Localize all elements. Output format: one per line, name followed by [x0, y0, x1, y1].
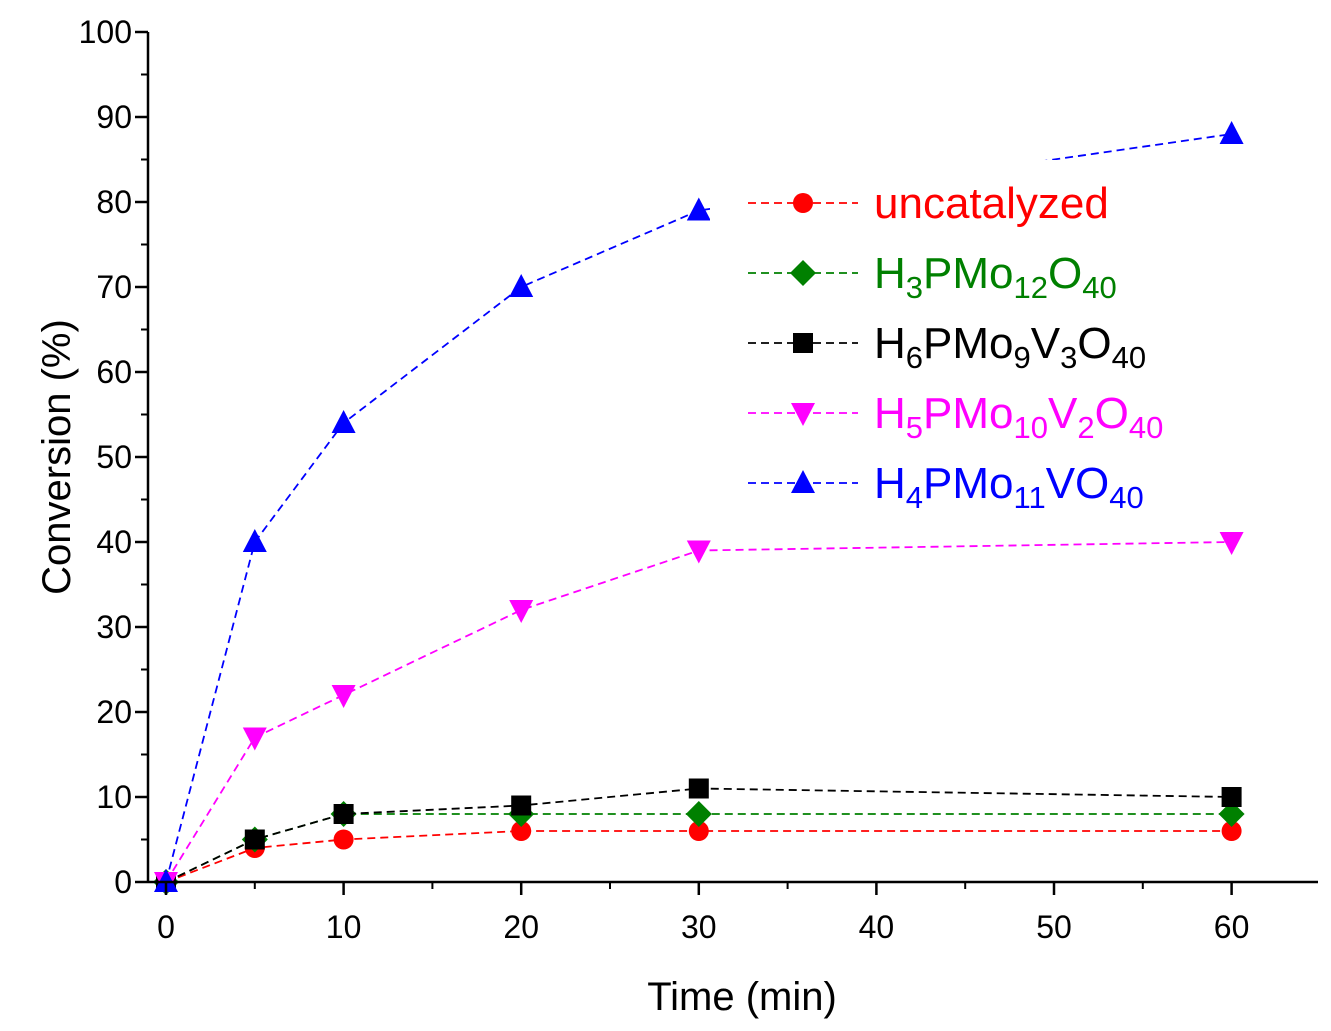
legend-label-0-part-0: uncatalyzed	[874, 179, 1109, 228]
data-point-s3-p1	[242, 727, 267, 751]
y-tick-label-1: 10	[96, 779, 132, 815]
y-tick-label-4: 40	[96, 524, 132, 560]
data-point-s1-p5	[1218, 801, 1245, 827]
y-tick-label-2: 20	[96, 694, 132, 730]
data-point-s3-p4	[686, 540, 711, 564]
legend-label-2-part-7: 40	[1112, 340, 1146, 375]
legend-label-2-part-2: PMo	[923, 319, 1013, 368]
x-tick-label-2: 20	[503, 909, 539, 945]
x-tick-label-6: 60	[1214, 909, 1250, 945]
legend-item-4: H4PMo11VO40	[748, 459, 1144, 515]
data-point-s4-p2	[331, 410, 356, 433]
legend-label-1-part-5: 40	[1082, 270, 1116, 305]
y-tick-label-0: 0	[114, 864, 132, 900]
legend-marker-2	[793, 333, 813, 353]
x-tick-label-4: 40	[859, 909, 895, 945]
legend-label-0: uncatalyzed	[874, 179, 1109, 228]
legend-label-3-part-6: O	[1095, 389, 1129, 438]
legend-label-3-part-1: 5	[906, 410, 923, 445]
legend-label-1-part-1: 3	[906, 270, 923, 305]
legend-label-4: H4PMo11VO40	[874, 459, 1144, 515]
data-point-s2-p3	[511, 795, 532, 816]
legend-label-3: H5PMo10V2O40	[874, 389, 1163, 445]
legend-item-0: uncatalyzed	[748, 179, 1109, 228]
series-layer	[153, 121, 1245, 895]
legend-label-2-part-0: H	[874, 319, 906, 368]
legend-label-3-part-2: PMo	[923, 389, 1013, 438]
legend-label-1-part-4: O	[1048, 249, 1082, 298]
legend-label-3-part-3: 10	[1014, 410, 1048, 445]
data-point-s2-p1	[244, 829, 265, 850]
x-tick-label-1: 10	[326, 909, 362, 945]
data-point-s1-p4	[685, 801, 712, 827]
data-point-s0-p3	[511, 821, 532, 841]
data-point-s3-p3	[509, 600, 534, 623]
data-point-s4-p1	[242, 529, 267, 552]
y-tick-label-8: 80	[96, 184, 132, 220]
x-axis-title: Time (min)	[647, 975, 837, 1019]
legend-label-2-part-3: 9	[1014, 340, 1031, 375]
legend-label-1-part-0: H	[874, 249, 906, 298]
legend-label-2: H6PMo9V3O40	[874, 319, 1146, 375]
legend-label-1-part-2: PMo	[923, 249, 1013, 298]
legend-label-4-part-0: H	[874, 459, 906, 508]
legend-marker-4	[791, 470, 815, 493]
data-point-s2-p2	[333, 804, 354, 824]
legend-label-4-part-1: 4	[906, 480, 923, 515]
data-point-s2-p4	[688, 778, 709, 799]
y-tick-label-10: 100	[79, 14, 132, 50]
legend-marker-3	[791, 403, 815, 426]
legend-label-1: H3PMo12O40	[874, 249, 1117, 305]
y-tick-label-6: 60	[96, 354, 132, 390]
legend-item-1: H3PMo12O40	[748, 249, 1117, 305]
legend-label-1-part-3: 12	[1014, 270, 1048, 305]
legend-item-2: H6PMo9V3O40	[748, 319, 1146, 375]
data-point-s0-p4	[688, 821, 709, 841]
legend: uncatalyzedH3PMo12O40H6PMo9V3O40H5PMo10V…	[710, 160, 1210, 530]
x-tick-label-3: 30	[681, 909, 717, 945]
series-3	[154, 532, 1244, 895]
series-line-0	[165, 830, 1232, 883]
data-point-s4-p5	[1219, 121, 1244, 144]
data-point-s0-p2	[333, 829, 354, 850]
legend-label-3-part-0: H	[874, 389, 906, 438]
axes-layer: 0 10 20 30 40 50 60 70 80 90 100 0 10 20 30 40 50 60	[79, 14, 1318, 945]
series-line-2	[165, 787, 1232, 883]
legend-label-3-part-5: 2	[1077, 410, 1094, 445]
y-axis-title: Conversion (%)	[35, 319, 79, 595]
y-tick-label-5: 50	[96, 439, 132, 475]
legend-label-4-part-4: VO	[1046, 459, 1110, 508]
x-tick-label-0: 0	[157, 909, 175, 945]
legend-item-3: H5PMo10V2O40	[748, 389, 1163, 445]
data-point-s2-p5	[1221, 787, 1242, 807]
legend-label-2-part-4: V	[1031, 319, 1061, 368]
legend-marker-0	[793, 193, 813, 213]
series-line-3	[165, 541, 1232, 883]
legend-marker-1	[790, 260, 816, 286]
legend-label-4-part-3: 11	[1014, 480, 1046, 515]
legend-label-2-part-1: 6	[906, 340, 923, 375]
y-tick-label-9: 90	[96, 99, 132, 135]
x-tick-label-5: 50	[1036, 909, 1072, 945]
legend-label-3-part-4: V	[1048, 389, 1078, 438]
data-point-s4-p0	[154, 869, 178, 892]
legend-label-4-part-5: 40	[1109, 480, 1143, 515]
data-point-s0-p5	[1221, 821, 1242, 841]
y-tick-label-7: 70	[96, 269, 132, 305]
data-point-s3-p5	[1219, 532, 1244, 555]
legend-label-3-part-7: 40	[1129, 410, 1163, 445]
data-point-s3-p2	[331, 685, 356, 708]
data-point-s4-p4	[686, 197, 711, 221]
data-point-s4-p3	[509, 274, 534, 297]
legend-label-2-part-5: 3	[1060, 340, 1077, 375]
y-tick-label-3: 30	[96, 609, 132, 645]
legend-label-2-part-6: O	[1077, 319, 1111, 368]
legend-label-4-part-2: PMo	[923, 459, 1013, 508]
